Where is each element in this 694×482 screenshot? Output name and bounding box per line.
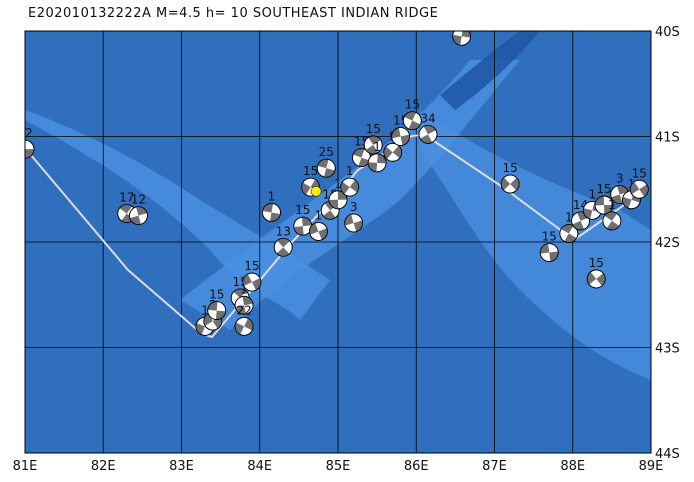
event-depth-label: 22 — [236, 303, 251, 317]
event-depth-label: 12 — [17, 126, 32, 140]
event-depth-label: 15 — [589, 256, 604, 270]
longitude-tick-label: 83E — [169, 459, 194, 474]
epicenter-marker — [310, 186, 322, 197]
focal-mechanism-icon — [594, 195, 614, 215]
focal-mechanism-icon — [391, 127, 411, 146]
focal-mechanism-icon — [539, 243, 559, 262]
focal-mechanism-icon — [367, 153, 387, 173]
event-depth-label: 15 — [454, 13, 469, 27]
focal-mechanism-icon — [234, 295, 254, 315]
longitude-axis: 81E 82E 83E 84E 85E 86E 87E 88E 89E — [13, 459, 664, 474]
event-depth-label: 1 — [588, 187, 596, 201]
focal-mechanism-icon — [234, 316, 254, 336]
focal-mechanism-icon — [129, 206, 148, 226]
latitude-tick-label: 43S — [655, 342, 680, 357]
event-depth-label: 1 — [346, 164, 354, 178]
event-depth-label: 3 — [616, 172, 624, 186]
event-depth-label: 1 — [240, 282, 248, 296]
focal-mechanism-icon — [402, 111, 422, 131]
event-depth-label: 15 — [244, 259, 259, 273]
latitude-tick-label: 40S — [655, 25, 680, 40]
focal-mechanism-icon — [559, 224, 579, 243]
event-depth-label: 15 — [503, 161, 518, 175]
focal-mechanism-icon — [586, 269, 606, 289]
focal-mechanism-icon — [25, 139, 35, 159]
longitude-tick-label: 84E — [247, 459, 272, 474]
event-depth-label: 13 — [276, 224, 291, 238]
longitude-tick-label: 88E — [560, 459, 585, 474]
event-depth-label: 1 — [608, 198, 616, 212]
focal-mechanism-icon — [452, 31, 472, 46]
longitude-tick-label: 82E — [91, 459, 116, 474]
event-depth-label: 1 — [628, 177, 636, 191]
focal-mechanism-icon — [293, 216, 313, 236]
event-depth-label: 12 — [131, 193, 146, 207]
event-depth-label: 15 — [542, 230, 557, 244]
event-depth-label: 25 — [319, 145, 334, 159]
focal-mechanism-icon — [242, 272, 262, 292]
event-depth-label: 1 — [334, 177, 342, 191]
latitude-axis: 40S 41S 42S 43S 44S — [655, 25, 680, 462]
focal-mechanism-icon — [352, 148, 371, 168]
fracture-zone — [440, 31, 540, 110]
event-depth-label: 15 — [295, 203, 310, 217]
map-frame — [24, 30, 652, 454]
longitude-tick-label: 81E — [13, 459, 38, 474]
focal-mechanism-icon — [571, 211, 590, 231]
event-depth-label: 17 — [119, 191, 134, 205]
event-depth-label: 1 — [201, 303, 209, 317]
event-depth-label: 15 — [632, 166, 647, 180]
latitude-tick-label: 44S — [655, 447, 680, 462]
focal-mechanism-icon — [629, 179, 649, 199]
shallow-ridge-east — [420, 110, 651, 380]
event-depth-label: 1 — [315, 208, 323, 222]
focal-mechanism-icon — [207, 301, 227, 320]
event-depth-label: 3 — [350, 200, 358, 214]
event-depth-label: 15 — [303, 164, 318, 178]
focal-mechanism-icon — [316, 158, 336, 178]
graticule — [25, 31, 651, 453]
event-depth-label: 15 — [405, 98, 420, 112]
focal-mechanism-icon — [262, 203, 281, 222]
focal-mechanism-icon — [418, 124, 438, 144]
longitude-tick-label: 89E — [639, 459, 664, 474]
event-depth-label: 1 — [373, 140, 381, 154]
event-depth-label: 1 — [268, 189, 276, 203]
focal-mechanism-icon — [500, 174, 520, 194]
event-depth-label: 15 — [596, 182, 611, 196]
map-title: E202010132222A M=4.5 h= 10 SOUTHEAST IND… — [28, 6, 439, 21]
focal-mechanism-icon — [363, 135, 383, 155]
focal-mechanism-icon — [344, 213, 364, 233]
event-depth-label: 1 — [565, 211, 573, 225]
focal-mechanism-icon — [383, 142, 403, 162]
focal-mechanism-icon — [602, 211, 622, 231]
event-depth-label: 15 — [366, 122, 381, 136]
latitude-tick-label: 41S — [655, 131, 680, 146]
focal-mechanism-layer: 1217121215151221511315151251511315151515… — [17, 13, 649, 336]
longitude-tick-label: 86E — [404, 459, 429, 474]
latitude-tick-label: 42S — [655, 236, 680, 251]
focal-mechanism-icon — [328, 190, 348, 210]
event-depth-label: 15 — [209, 288, 224, 302]
longitude-tick-label: 87E — [482, 459, 507, 474]
event-depth-label: 34 — [420, 111, 435, 125]
focal-mechanism-icon — [273, 237, 293, 257]
longitude-tick-label: 85E — [326, 459, 351, 474]
focal-mechanism-icon — [340, 177, 360, 197]
focal-mechanism-icon — [309, 222, 328, 241]
